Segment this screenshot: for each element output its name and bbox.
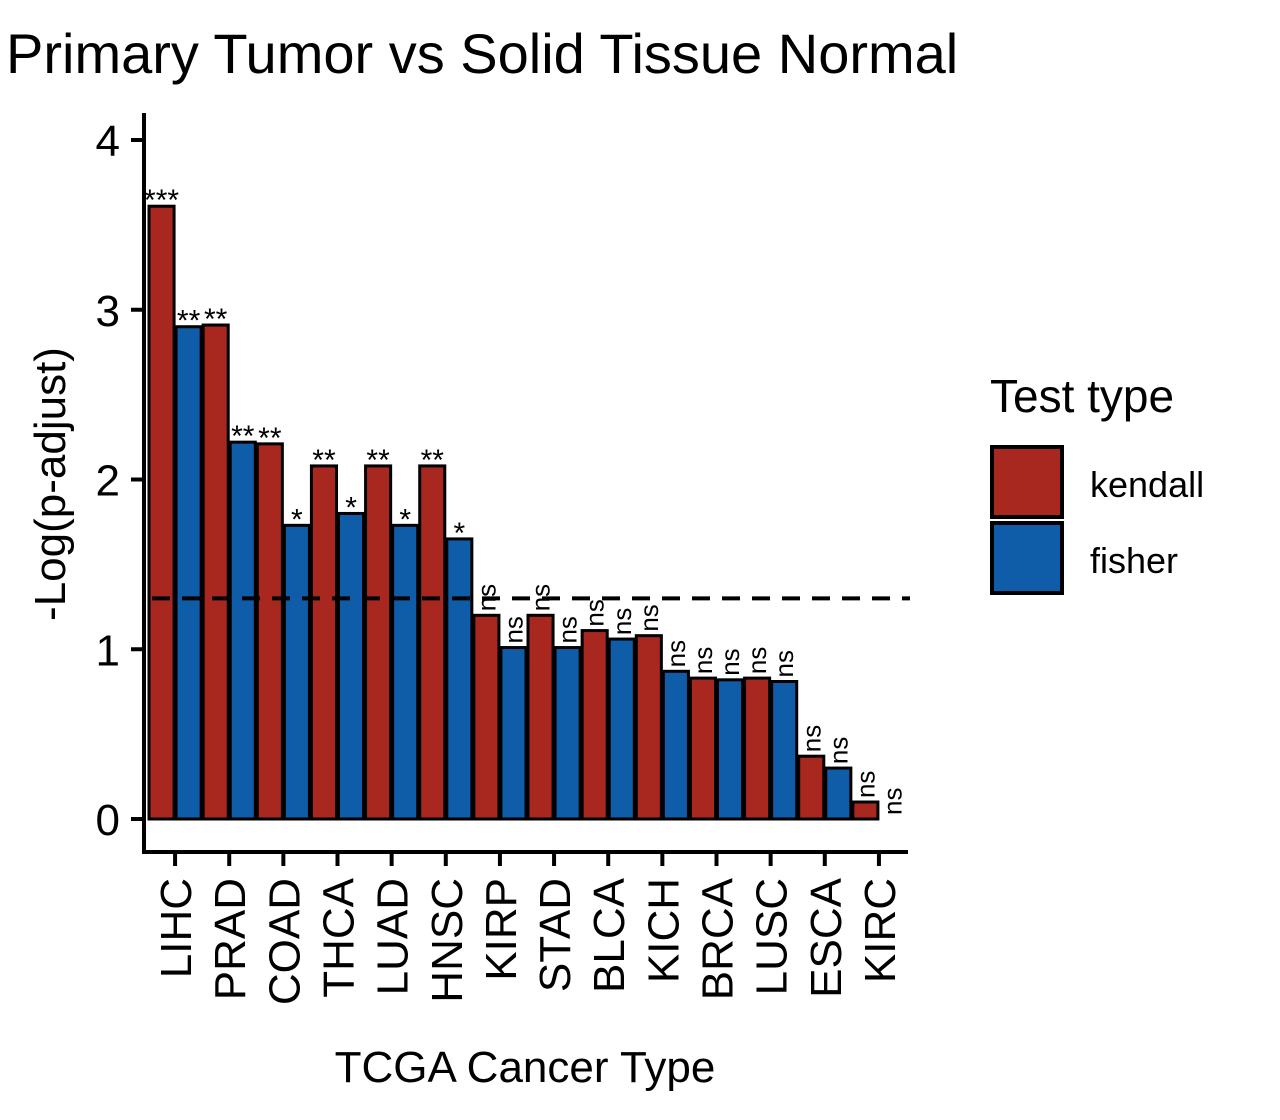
y-tick-label: 4: [96, 117, 120, 166]
bar-kendall-BLCA: [580, 629, 609, 821]
x-axis-label: TCGA Cancer Type: [335, 1043, 716, 1092]
sig-label-fisher-ESCA: ns: [823, 737, 853, 764]
bar-kendall-LUSC: [743, 676, 772, 821]
x-tick-label-LUAD: LUAD: [369, 878, 418, 995]
sig-label-fisher-LIHC: **: [177, 305, 201, 338]
x-tick-label-PRAD: PRAD: [206, 878, 255, 1000]
bar-fisher-LIHC: [174, 325, 203, 821]
x-tick-label-KIRP: KIRP: [477, 878, 526, 981]
y-axis-label: -Log(p-adjust): [26, 347, 75, 621]
bar-fisher-LUSC: [770, 680, 799, 821]
sig-label-kendall-KIRC: ns: [850, 771, 880, 798]
y-tick-label: 1: [96, 626, 120, 675]
bar-fisher-ESCA: [824, 766, 853, 821]
legend-title: Test type: [990, 370, 1174, 422]
x-tick-label-COAD: COAD: [260, 878, 309, 1005]
bar-kendall-COAD: [255, 442, 284, 821]
sig-label-fisher-PRAD: **: [231, 420, 255, 453]
bar-kendall-KICH: [634, 634, 663, 821]
sig-label-kendall-BRCA: ns: [688, 647, 718, 674]
x-tick-label-STAD: STAD: [531, 878, 580, 992]
y-tick-label: 2: [96, 457, 120, 506]
bar-fisher-BRCA: [716, 678, 745, 821]
bar-fisher-LUAD: [391, 523, 420, 821]
bar-kendall-LUAD: [364, 464, 393, 821]
bar-fisher-KIRP: [499, 646, 528, 821]
sig-label-fisher-LUAD: *: [399, 503, 411, 536]
sig-label-fisher-KIRC: ns: [877, 788, 907, 815]
sig-label-fisher-THCA: *: [345, 491, 357, 524]
bar-fisher-HNSC: [445, 537, 474, 821]
sig-label-kendall-KICH: ns: [634, 604, 664, 631]
sig-label-kendall-LUSC: ns: [742, 647, 772, 674]
sig-label-fisher-BLCA: ns: [607, 608, 637, 635]
legend-swatch-fisher: [990, 521, 1064, 595]
sig-label-kendall-ESCA: ns: [796, 725, 826, 752]
sig-label-kendall-LUAD: **: [366, 444, 390, 477]
bar-fisher-BLCA: [607, 637, 636, 821]
legend: Test type kendall fisher: [990, 370, 1204, 595]
bar-kendall-STAD: [526, 613, 555, 821]
bar-kendall-LIHC: [147, 204, 176, 821]
sig-label-fisher-STAD: ns: [553, 616, 583, 643]
y-tick-label: 3: [96, 287, 120, 336]
legend-swatch-kendall: [990, 445, 1064, 519]
bar-fisher-COAD: [282, 523, 311, 821]
bar-kendall-PRAD: [201, 323, 230, 821]
bar-kendall-THCA: [309, 464, 338, 821]
sig-label-kendall-COAD: **: [258, 422, 282, 455]
bar-fisher-KICH: [661, 669, 690, 821]
sig-label-fisher-BRCA: ns: [715, 648, 745, 675]
legend-label-kendall: kendall: [1090, 464, 1204, 505]
bar-fisher-PRAD: [228, 440, 257, 821]
x-tick-label-LUSC: LUSC: [748, 878, 797, 995]
bar-kendall-KIRC: [851, 800, 880, 821]
x-tick-label-LIHC: LIHC: [152, 878, 201, 978]
sig-label-fisher-COAD: *: [291, 503, 303, 536]
x-tick-label-BLCA: BLCA: [585, 877, 634, 993]
sig-label-fisher-KIRP: ns: [498, 616, 528, 643]
y-ticks: 0 1 2 3 4: [96, 117, 144, 845]
bars-layer: [147, 204, 880, 821]
x-tick-label-THCA: THCA: [315, 877, 364, 997]
x-tick-label-ESCA: ESCA: [802, 877, 851, 997]
bar-kendall-BRCA: [688, 676, 718, 821]
sig-label-kendall-THCA: **: [312, 444, 336, 477]
sig-label-kendall-LIHC: ***: [144, 184, 179, 217]
sig-label-kendall-PRAD: **: [204, 303, 228, 336]
x-tick-label-HNSC: HNSC: [423, 878, 472, 1003]
axes: [142, 113, 908, 854]
x-tick-label-KICH: KICH: [639, 878, 688, 983]
x-tick-label-KIRC: KIRC: [856, 878, 905, 983]
sig-label-fisher-KICH: ns: [661, 640, 691, 667]
sig-label-kendall-BLCA: ns: [580, 599, 610, 626]
bar-fisher-THCA: [337, 511, 366, 821]
chart-title: Primary Tumor vs Solid Tissue Normal: [6, 22, 958, 85]
y-tick-label: 0: [96, 796, 120, 845]
bar-kendall-ESCA: [797, 754, 826, 821]
bar-fisher-STAD: [553, 646, 582, 821]
legend-label-fisher: fisher: [1090, 540, 1178, 581]
bar-kendall-HNSC: [418, 464, 447, 821]
sig-label-kendall-HNSC: **: [421, 444, 445, 477]
sig-label-fisher-HNSC: *: [453, 517, 465, 550]
bar-kendall-KIRP: [472, 613, 501, 821]
sig-label-fisher-LUSC: ns: [769, 650, 799, 677]
x-tick-label-BRCA: BRCA: [694, 877, 743, 1000]
x-ticks: LIHC PRAD COAD THCA LUAD HNSC KIRP STAD BLCA KICH…: [152, 852, 905, 1005]
